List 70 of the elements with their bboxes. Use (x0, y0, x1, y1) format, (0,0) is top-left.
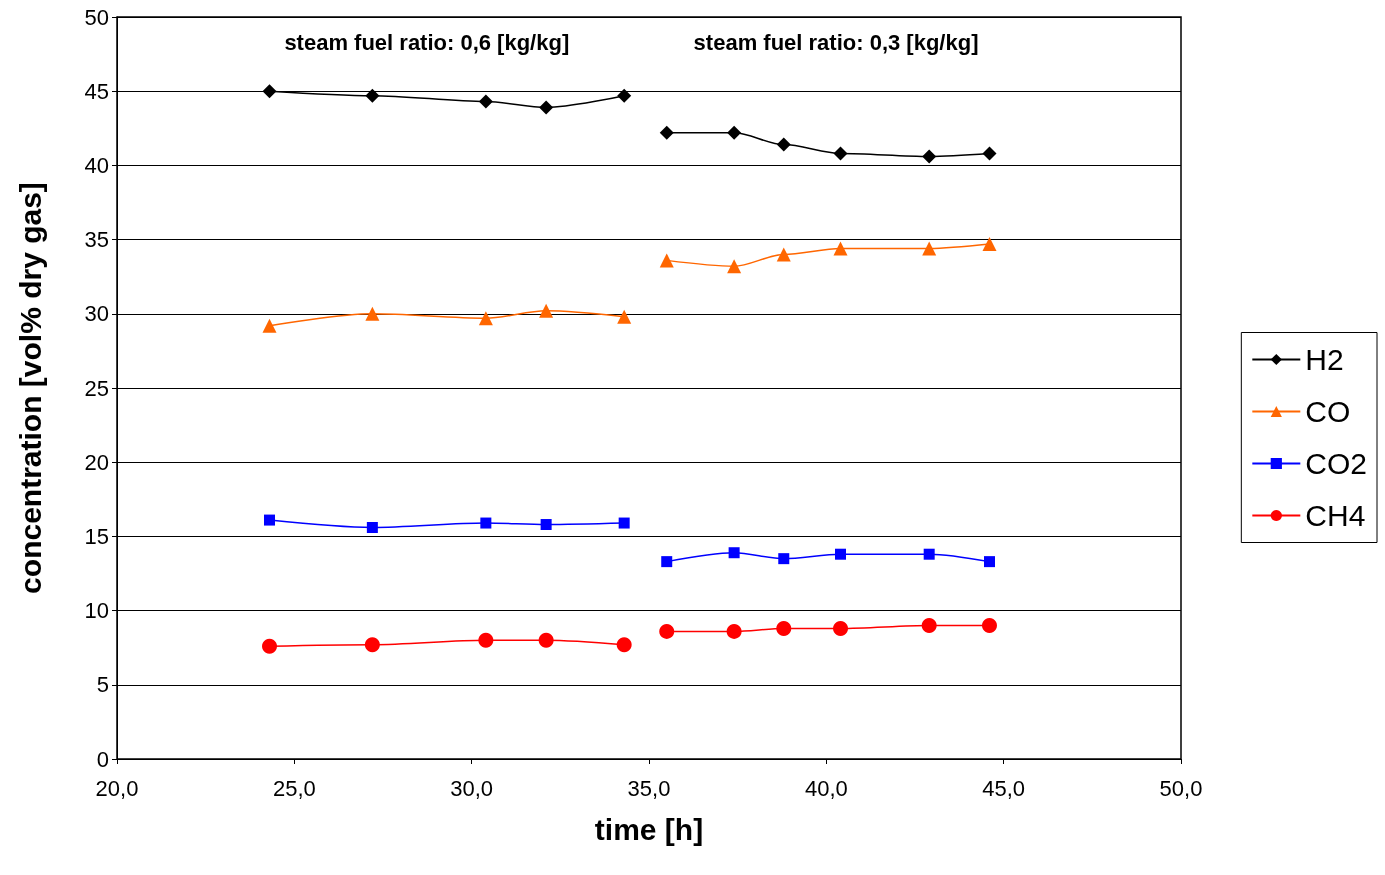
y-tick-label: 25 (84, 375, 109, 401)
point (262, 638, 278, 654)
y-tick-label: 30 (84, 301, 109, 327)
point (982, 146, 997, 161)
point (776, 620, 792, 636)
x-tick-label: 35,0 (627, 775, 671, 801)
point (366, 522, 378, 533)
point (776, 247, 791, 262)
x-tick-label: 20,0 (95, 775, 139, 801)
x-tick-label: 40,0 (804, 775, 848, 801)
y-tick-label: 10 (84, 598, 109, 624)
point (659, 623, 675, 639)
point (538, 632, 554, 648)
point (617, 309, 632, 324)
y-tick-label: 40 (84, 152, 109, 178)
point (833, 146, 848, 161)
point (776, 137, 791, 152)
x-tick-label: 25,0 (272, 775, 316, 801)
point (478, 632, 494, 648)
annotation: steam fuel ratio: 0,3 [kg/kg] (693, 29, 979, 55)
point (833, 620, 849, 636)
point (659, 253, 674, 268)
point (478, 94, 493, 109)
point (727, 125, 742, 140)
y-tick-label: 35 (84, 227, 109, 253)
y-tick-label: 5 (96, 672, 109, 698)
point (539, 100, 554, 115)
y-tick-label: 0 (96, 746, 109, 772)
point (923, 548, 935, 560)
point (618, 517, 630, 529)
x-axis-title: time [h] (594, 812, 704, 846)
y-axis-title: concentration [vol% dry gas] (13, 182, 47, 594)
point (365, 88, 380, 103)
point (616, 637, 632, 653)
point (661, 556, 673, 568)
point (262, 84, 277, 99)
legend-label: H2 (1305, 343, 1344, 376)
point (726, 623, 742, 639)
y-tick-label: 15 (84, 523, 109, 549)
point (540, 519, 552, 531)
point (833, 241, 848, 256)
point (264, 514, 276, 526)
point (922, 241, 937, 256)
y-tick-label: 45 (84, 78, 109, 104)
point (922, 149, 937, 164)
annotation: steam fuel ratio: 0,6 [kg/kg] (284, 29, 570, 55)
point (364, 637, 380, 653)
point (480, 517, 492, 529)
point (982, 237, 997, 252)
y-tick-label: 50 (84, 4, 109, 30)
point (921, 617, 937, 633)
x-tick-label: 30,0 (450, 775, 494, 801)
x-tick-label: 50,0 (1159, 775, 1203, 801)
point (659, 125, 674, 140)
point (539, 303, 554, 318)
point (262, 318, 277, 333)
legend-label: CO2 (1305, 447, 1367, 480)
point (617, 88, 632, 103)
point (727, 259, 742, 274)
x-tick-label: 45,0 (982, 775, 1026, 801)
point (778, 553, 790, 565)
legend-label: CO (1305, 395, 1351, 428)
y-tick-label: 20 (84, 449, 109, 475)
point (982, 617, 997, 633)
point (983, 556, 995, 568)
point (365, 306, 380, 321)
point (478, 311, 493, 326)
legend-label: CH4 (1305, 499, 1366, 532)
point (728, 547, 740, 559)
point (835, 548, 847, 560)
